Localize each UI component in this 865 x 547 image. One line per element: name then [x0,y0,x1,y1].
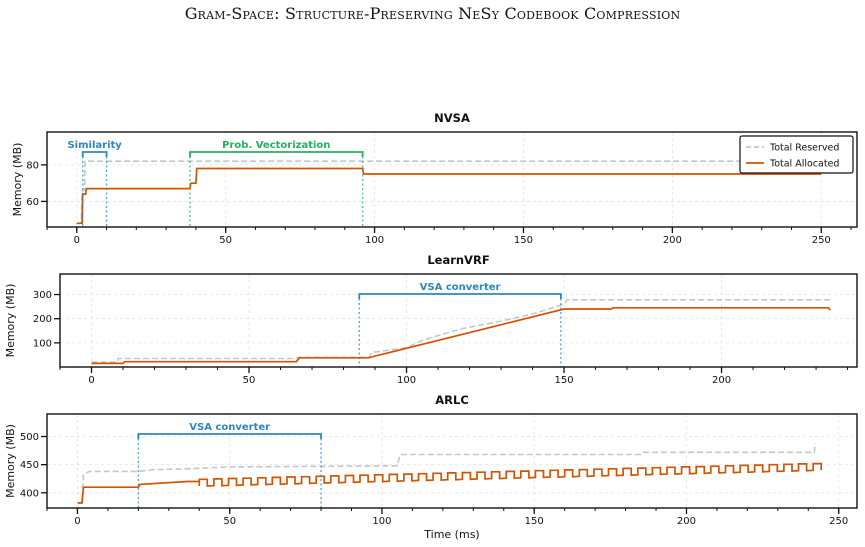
annotation-bracket [358,293,562,299]
x-tick-label: 200 [663,235,682,246]
x-tick-label: 0 [74,235,80,246]
panel-title: LearnVRF [427,253,489,267]
x-tick-label: 100 [372,516,391,527]
plot-area [76,160,822,225]
y-tick-label: 200 [33,314,52,325]
y-tick-label: 450 [20,460,39,471]
plot-area [77,443,823,504]
x-tick-label: 50 [223,516,236,527]
x-tick-label: 50 [243,375,256,386]
y-axis-label: Memory (MB) [4,424,17,498]
annotation-label: VSA converter [420,282,501,293]
y-tick-label: 300 [33,290,52,301]
x-tick-label: 250 [829,516,848,527]
annotation-label: Prob. Vectorization [222,140,330,151]
series-total-reserved-line [91,299,832,363]
annotation-label: VSA converter [189,422,270,433]
x-tick-label: 100 [397,375,416,386]
series-total-allocated-line [77,462,823,504]
y-tick-label: 500 [20,432,39,443]
x-tick-label: 50 [219,235,232,246]
axes-frame [59,273,858,368]
x-tick-label: 200 [712,375,731,386]
legend: Total Reserved Total Allocated [739,135,854,174]
annotation-label: Similarity [67,140,122,151]
annotation-bracket [81,151,108,157]
annotation-bracket [189,151,364,157]
axes-frame [46,131,858,228]
x-axis-label: Time (ms) [423,528,479,541]
nvsa-panel: Similarity Prob. Vectorization 0 50 100 150 20… [11,111,858,246]
x-tick-label: 200 [677,516,696,527]
panel-title: NVSA [434,111,470,125]
series-total-allocated-line [91,306,831,365]
y-tick-label: 60 [26,197,39,208]
learnvrf-panel: VSA converter 0 50 100 150 200 100 200 300 LearnV… [4,253,858,386]
series-total-reserved-line [77,443,816,504]
figure-title: Gram-Space: Structure-Preserving NeSy Co… [184,4,681,23]
x-tick-label: 250 [812,235,831,246]
legend-entry-label: Total Allocated [769,159,839,170]
arlc-panel: VSA converter 0 50 100 150 200 250 400 450 500 ARL… [4,393,858,541]
series-total-reserved-line [76,160,822,225]
y-tick-label: 400 [20,488,39,499]
legend-box [739,135,854,174]
y-axis-label: Memory (MB) [11,143,24,217]
y-tick-label: 80 [26,160,39,171]
plot-area [91,299,832,365]
x-tick-label: 0 [74,516,80,527]
x-tick-label: 100 [365,235,384,246]
axes-frame [46,413,858,509]
annotation-bracket [137,433,322,439]
y-axis-label: Memory (MB) [4,284,17,358]
x-tick-label: 150 [514,235,533,246]
x-tick-label: 150 [525,516,544,527]
x-tick-label: 150 [554,375,573,386]
series-total-allocated-line [76,167,822,225]
legend-entry-label: Total Reserved [769,143,839,154]
panel-title: ARLC [435,393,469,407]
y-tick-label: 100 [33,338,52,349]
x-tick-label: 0 [88,375,94,386]
